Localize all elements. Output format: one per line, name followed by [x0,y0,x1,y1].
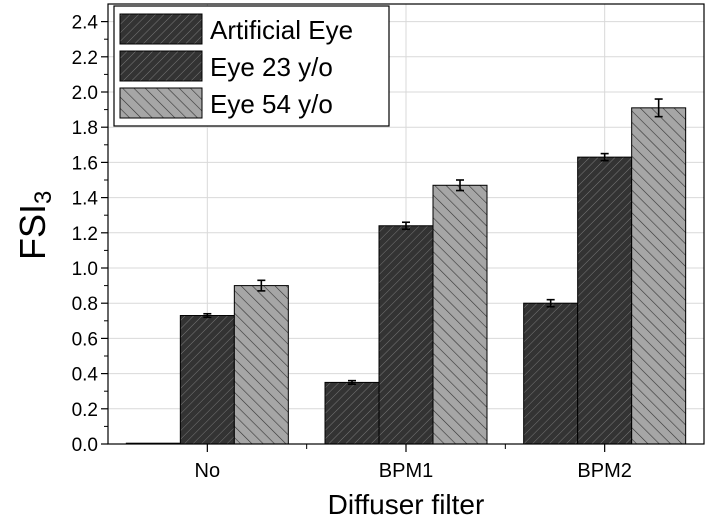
y-tick-label: 1.6 [72,153,98,174]
y-tick-label: 2.2 [72,48,98,69]
y-axis-title-main: FSI [12,204,53,260]
legend-swatch [119,50,203,82]
y-tick-label: 2.4 [72,13,99,34]
y-tick-label: 0.0 [72,435,98,456]
y-tick-label: 1.0 [72,259,98,280]
y-tick-label: 1.8 [72,118,98,139]
axis-ticks: 0.0 0.2 0.4 0.6 0.8 1.0 1.2 1.4 1.6 1.8 2.0 2.2 2.4 N… [72,13,632,482]
legend-label: Artificial Eye [210,15,353,45]
y-tick-label: 0.2 [72,400,98,421]
bars [125,107,687,445]
bar-artificial-eye [324,381,380,445]
y-tick-label: 0.6 [72,329,98,350]
bar-eye-54-y-o [233,285,289,445]
legend-label: Eye 54 y/o [210,89,333,119]
x-axis-title: Diffuser filter [328,489,485,520]
legend-swatch [119,87,203,119]
y-axis-title-subscript: 3 [30,191,57,204]
legend-label: Eye 23 y/o [210,52,333,82]
y-axis-title: FSI3 [12,191,57,260]
bar-eye-23-y-o [179,315,235,445]
y-tick-label: 2.0 [72,83,98,104]
y-tick-label: 0.4 [72,365,99,386]
error-bars [203,98,663,385]
bar-eye-54-y-o [432,184,488,445]
legend-swatch [119,13,203,45]
bar-eye-23-y-o [577,156,633,445]
x-tick-label: BPM2 [577,460,631,482]
y-tick-label: 0.8 [72,294,98,315]
x-tick-label: No [195,460,221,482]
y-tick-label: 1.4 [72,189,99,210]
y-tick-label: 1.2 [72,224,98,245]
bar-eye-23-y-o [378,225,434,445]
bar-eye-54-y-o [631,107,687,445]
legend: Artificial Eye Eye 23 y/o Eye 54 y/o [113,5,390,127]
bar-artificial-eye [523,302,579,445]
x-tick-label: BPM1 [379,460,433,482]
